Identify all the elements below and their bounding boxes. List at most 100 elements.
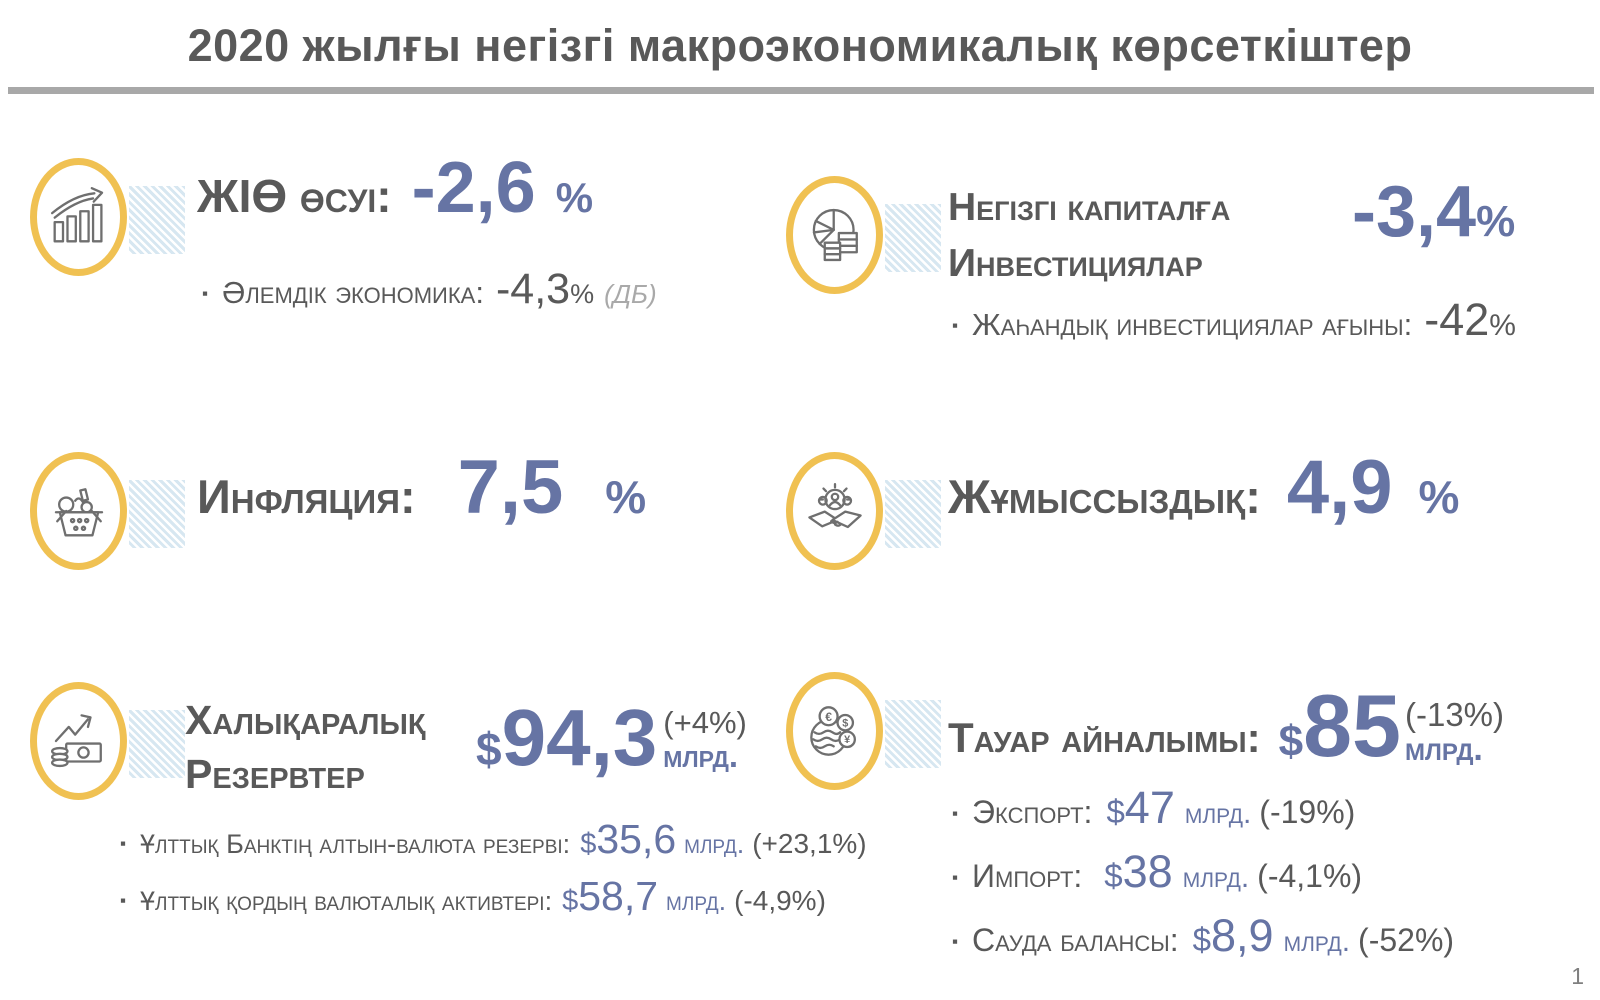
trade-unit-stack: (-13%) млрд. xyxy=(1404,695,1505,770)
trade-change: (-13%) xyxy=(1404,695,1505,733)
investments-label-line1: Негізгі капиталға xyxy=(948,186,1231,229)
gdp-value-pct: % xyxy=(555,174,594,221)
reserves-change: (+4%) xyxy=(663,704,747,740)
bullet-change: (-52%) xyxy=(1358,922,1455,958)
svg-text:$: $ xyxy=(842,718,848,730)
bullet-marker: ▪ xyxy=(952,868,959,887)
list-item: ▪ Сауда балансы: $ 8,9 млрд. (-52%) xyxy=(952,910,1454,962)
reserves-currency: $ xyxy=(476,723,502,775)
bullet-change: (-4,1%) xyxy=(1257,858,1363,894)
bullet-change: (-4,9%) xyxy=(734,885,826,916)
trade-value: 85 xyxy=(1303,676,1401,775)
trade-headline: Тауар айналымы: $ 85 (-13%) млрд. xyxy=(948,682,1504,770)
investments-bullet-value: -42 xyxy=(1424,294,1490,345)
trade-bullet-label: Экспорт: xyxy=(972,794,1093,830)
bullet-change: (-19%) xyxy=(1259,794,1356,830)
hatch-decoration xyxy=(129,186,185,254)
handshake-people-gear-icon xyxy=(807,482,862,529)
reserves-icon-group xyxy=(30,682,220,812)
investments-value-group: -3,4 % xyxy=(1352,176,1515,248)
reserves-value-group: $ 94,3 (+4%) млрд. xyxy=(476,698,747,778)
bullet-marker: ▪ xyxy=(952,316,959,335)
hatch-decoration xyxy=(129,480,185,548)
bullet-marker: ▪ xyxy=(120,834,127,853)
bar-chart-growth-icon xyxy=(50,187,103,243)
inflation-headline: Инфляция: 7,5 % xyxy=(197,450,646,526)
pie-chart-coins-icon xyxy=(812,208,858,262)
unemployment-value-pct: % xyxy=(1418,471,1460,523)
bullet-currency: $ xyxy=(580,828,597,860)
gdp-bullet-label: Әлемдік экономика: xyxy=(222,275,484,310)
reserves-unit: млрд. xyxy=(663,737,739,775)
bullet-value: 58,7 xyxy=(578,873,659,919)
gdp-icon-group xyxy=(30,158,220,288)
page-number: 1 xyxy=(1571,963,1584,989)
bullet-unit: млрд. xyxy=(1184,797,1252,830)
investments-heading: Негізгі капиталға Инвестициялар xyxy=(948,180,1230,292)
bullet-currency: $ xyxy=(1106,793,1125,830)
reserves-label-line2: Резервтер xyxy=(185,751,365,797)
reserves-value: 94,3 xyxy=(501,693,658,782)
icon-ring xyxy=(786,452,883,570)
icon-ring xyxy=(30,452,127,570)
bullet-unit: млрд. xyxy=(684,829,745,859)
icon-ring xyxy=(30,682,127,800)
unemployment-value: 4,9 xyxy=(1286,445,1393,530)
gdp-label: ЖІӨ өсуі: xyxy=(197,170,392,222)
trade-bullets: ▪ Экспорт: $ 47 млрд. (-19%) ▪ Импорт: $… xyxy=(952,782,1454,962)
unemployment-icon-group xyxy=(786,452,976,582)
bullet-marker: ▪ xyxy=(952,932,959,951)
investments-bullet-label: Жаһандық инвестициялар ағыны: xyxy=(972,307,1413,342)
icon-ring xyxy=(786,176,883,294)
hatch-decoration xyxy=(885,480,941,548)
bullet-currency: $ xyxy=(562,885,579,917)
svg-text:€: € xyxy=(825,710,832,724)
icon-ring: € $ ¥ xyxy=(786,672,883,790)
bullet-marker: ▪ xyxy=(202,284,209,303)
list-item: ▪ Ұлттық қордың валюталық активтері: $ 5… xyxy=(120,873,867,920)
reserves-heading: Халықаралық Резервтер xyxy=(185,693,426,801)
inflation-value: 7,5 xyxy=(457,445,564,530)
reserves-bullets: ▪ Ұлттық Банктің алтын-валюта резерві: $… xyxy=(120,816,867,920)
gdp-bullet-note: (ДБ) xyxy=(604,279,657,309)
globe-currencies-icon: € $ ¥ xyxy=(809,706,856,756)
reserves-label-line1: Халықаралық xyxy=(185,697,426,743)
inflation-icon-group xyxy=(30,452,220,582)
unemployment-headline: Жұмыссыздық: 4,9 % xyxy=(948,450,1459,526)
investments-icon-group xyxy=(786,176,976,306)
bullet-value: 8,9 xyxy=(1211,910,1274,961)
unemployment-label: Жұмыссыздық: xyxy=(948,470,1261,523)
trade-bullet-label: Импорт: xyxy=(972,858,1083,894)
gdp-bullet-value: -4,3 xyxy=(495,265,571,313)
investments-value-pct: % xyxy=(1476,197,1516,246)
svg-text:¥: ¥ xyxy=(844,734,850,746)
money-growth-icon xyxy=(50,714,102,768)
list-item: ▪ Экспорт: $ 47 млрд. (-19%) xyxy=(952,782,1454,834)
gdp-headline: ЖІӨ өсуі: -2,6 % xyxy=(197,152,593,224)
inflation-label: Инфляция: xyxy=(197,470,416,523)
bullet-value: 47 xyxy=(1124,782,1175,833)
title-underline xyxy=(8,87,1594,94)
page-title: 2020 жылғы негізгі макроэкономикалық көр… xyxy=(187,20,1413,71)
gdp-value: -2,6 xyxy=(411,148,536,228)
list-item: ▪ Импорт: $ 38 млрд. (-4,1%) xyxy=(952,846,1454,898)
grocery-basket-icon xyxy=(54,488,103,537)
bullet-unit: млрд. xyxy=(1283,925,1351,958)
list-item: ▪ Ұлттық Банктің алтын-валюта резерві: $… xyxy=(120,816,867,863)
bullet-marker: ▪ xyxy=(952,804,959,823)
hatch-decoration xyxy=(885,204,941,272)
trade-icon-group: € $ ¥ xyxy=(786,672,976,802)
investments-label-line2: Инвестициялар xyxy=(948,242,1203,285)
bullet-value: 38 xyxy=(1122,846,1173,897)
gdp-bullet-pct: % xyxy=(570,279,595,309)
investments-value: -3,4 xyxy=(1352,172,1477,252)
hatch-decoration xyxy=(885,700,941,768)
bullet-unit: млрд. xyxy=(1182,861,1250,894)
trade-label: Тауар айналымы: xyxy=(948,714,1261,761)
reserve-bullet-label: Ұлттық Банктің алтын-валюта резерві: xyxy=(140,829,571,859)
investments-bullet: ▪ Жаһандық инвестициялар ағыны: -42 % xyxy=(952,294,1516,346)
bullet-value: 35,6 xyxy=(596,816,677,862)
trade-bullet-label: Сауда балансы: xyxy=(972,922,1179,958)
reserve-bullet-label: Ұлттық қордың валюталық активтері: xyxy=(140,886,553,916)
icon-ring xyxy=(30,158,127,276)
